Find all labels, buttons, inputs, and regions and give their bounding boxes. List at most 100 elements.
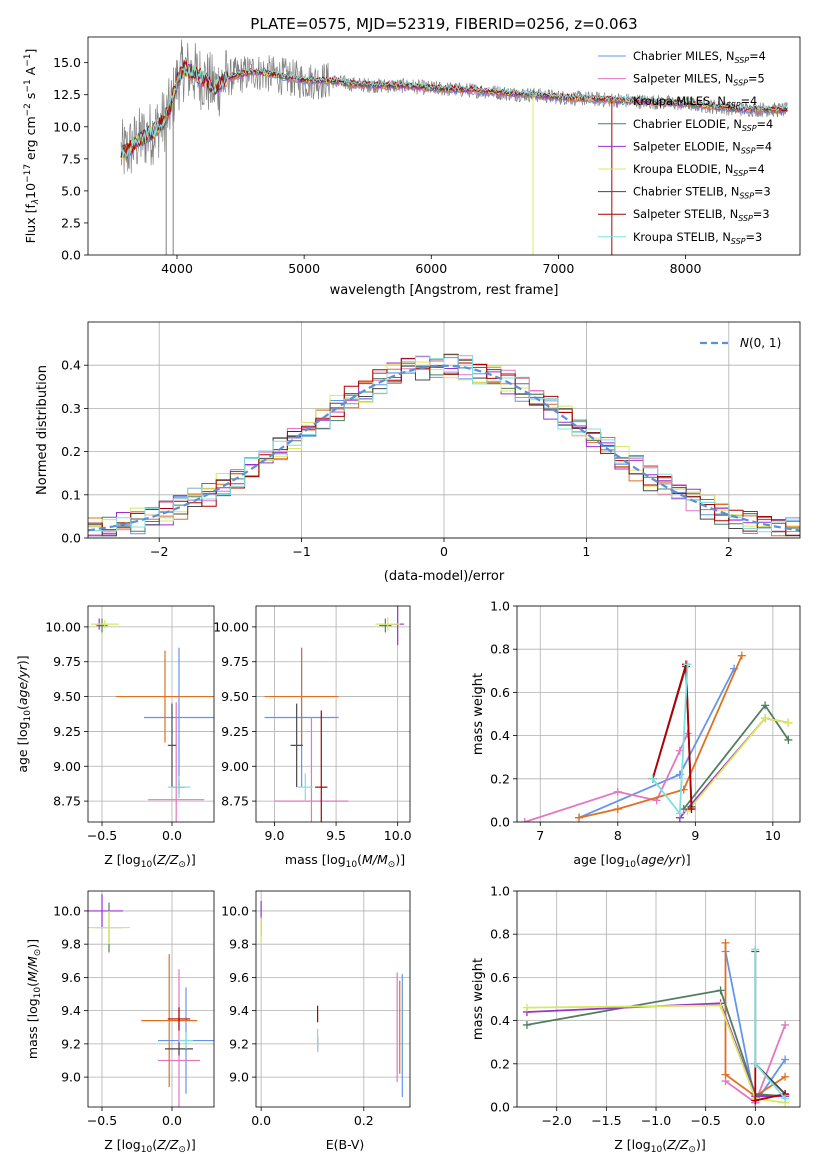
legend-entry-salpeter-miles: Salpeter MILES, NSSP=5 xyxy=(633,73,765,88)
x-tick-label: 0.0 xyxy=(745,1113,765,1128)
y-tick-label: 0.6 xyxy=(490,685,510,700)
y-tick-label: 9.0 xyxy=(229,1070,249,1085)
weight-line-kroupa-miles xyxy=(724,942,786,1098)
weight-line-kroupa-elodie xyxy=(686,717,789,812)
x-tick-label: −2.0 xyxy=(542,1113,572,1128)
weight-point-kroupa-elodie xyxy=(522,1003,531,1012)
x-tick-label: −1.0 xyxy=(641,1113,671,1128)
x-tick-label: 5000 xyxy=(288,261,320,276)
weight_vs_Z-marks xyxy=(522,938,790,1107)
y-tick-label: 9.4 xyxy=(229,1003,249,1018)
weight-vs-z-x-axis-label: Z [log10(Z/Z⊙)] xyxy=(614,1137,705,1155)
weight-point-kroupa-stelib xyxy=(675,809,684,818)
mass-vs-ebv-x-axis-label: E(B-V) xyxy=(326,1137,365,1152)
weight_vs_age-marks xyxy=(520,651,793,822)
y-tick-label: 9.6 xyxy=(229,970,249,985)
x-tick-label: 4000 xyxy=(161,261,193,276)
y-tick-label: 1.0 xyxy=(490,884,510,899)
weight-point-kroupa-miles xyxy=(781,1072,790,1081)
weight_vs_age-axes xyxy=(517,605,800,823)
mass-vs-z-y-axis-label: mass [log10(M/M⊙)] xyxy=(25,939,43,1059)
y-tick-label: 9.0 xyxy=(61,1070,81,1085)
weight-point-salpeter-miles xyxy=(683,729,692,738)
spectrum-y-axis-label: Flux [fλ10−17 erg cm−2 s−1 A−1] xyxy=(23,49,41,244)
weight-line-chabrier-miles xyxy=(578,668,735,819)
weight-vs-z-y-axis-label: mass weight xyxy=(471,958,486,1040)
y-tick-label: 9.50 xyxy=(53,689,81,704)
y-tick-label: 0.0 xyxy=(490,815,510,830)
y-tick-label: 9.8 xyxy=(229,937,249,952)
y-tick-label: 0.0 xyxy=(61,531,81,546)
weight-line-salpeter-miles xyxy=(524,733,689,822)
age-vs-z-y-axis-label: age [log10(age/yr)] xyxy=(15,655,33,772)
age_vs_Z-marks xyxy=(90,618,214,822)
x-tick-label: 7 xyxy=(536,828,544,843)
weight-point-kroupa-stelib xyxy=(648,774,657,783)
model-spectrum-kroupa-stelib xyxy=(120,65,788,159)
weight-vs-age-y-axis-label: mass weight xyxy=(471,673,486,755)
age_vs_mass-axes xyxy=(256,606,410,822)
legend-entry-salpeter-stelib: Salpeter STELIB, NSSP=3 xyxy=(633,208,770,223)
weight-line-chabrier-stelib xyxy=(754,951,786,1095)
y-tick-label: 0.1 xyxy=(61,487,81,502)
mass-vs-z-x-axis-label: Z [log10(Z/Z⊙)] xyxy=(104,1137,195,1155)
weight_vs_Z-frame xyxy=(516,890,801,1108)
x-tick-label: 9.0 xyxy=(265,828,285,843)
y-tick-label: 0.0 xyxy=(490,1100,510,1115)
y-tick-label: 0.3 xyxy=(61,401,81,416)
x-tick-label: 0 xyxy=(440,544,448,559)
figure-title: PLATE=0575, MJD=52319, FIBERID=0256, z=0… xyxy=(250,15,637,33)
residuals-y-axis-label: Normed distribution xyxy=(35,365,50,495)
spectrum-marks xyxy=(120,39,788,255)
x-tick-label: −0.5 xyxy=(690,1113,720,1128)
weight-line-kroupa-elodie xyxy=(526,1004,786,1104)
age_vs_Z-frame xyxy=(87,605,215,823)
weight-line-kroupa-miles xyxy=(578,655,743,819)
y-tick-label: 9.2 xyxy=(61,1036,81,1051)
y-tick-label: 9.25 xyxy=(221,724,249,739)
x-tick-label: 1 xyxy=(582,544,590,559)
spectrum-axes xyxy=(120,39,788,255)
y-tick-label: 9.75 xyxy=(53,654,81,669)
age_vs_mass-frame xyxy=(255,605,411,823)
y-tick-label: 9.25 xyxy=(53,724,81,739)
age_vs_Z-axes xyxy=(88,606,214,822)
y-tick-label: 0.8 xyxy=(490,642,510,657)
y-tick-label: 8.75 xyxy=(221,794,249,809)
age-vs-z-x-axis-label: Z [log10(Z/Z⊙)] xyxy=(104,852,195,870)
weight-line-kroupa-stelib xyxy=(754,949,786,1099)
x-tick-label: 9.5 xyxy=(326,828,346,843)
weight_vs_age-frame xyxy=(516,605,801,823)
x-tick-label: 0.0 xyxy=(162,828,182,843)
mass_vs_EBV-axes xyxy=(256,891,410,1107)
weight-point-kroupa-elodie xyxy=(716,1001,725,1010)
weight-point-kroupa-elodie xyxy=(761,714,770,723)
y-tick-label: 9.4 xyxy=(61,1003,81,1018)
weight-point-kroupa-stelib xyxy=(751,945,760,954)
x-tick-label: 0.0 xyxy=(251,1113,271,1128)
weight-point-salpeter-stelib xyxy=(687,805,696,814)
y-tick-label: 9.2 xyxy=(229,1036,249,1051)
residuals-marks xyxy=(88,353,800,537)
x-tick-label: 10.0 xyxy=(384,828,412,843)
y-tick-label: 10.0 xyxy=(53,119,81,134)
legend-entry-chabrier-miles: Chabrier MILES, NSSP=4 xyxy=(633,50,766,65)
y-tick-label: 8.75 xyxy=(53,794,81,809)
y-tick-label: 0.2 xyxy=(490,1056,510,1071)
x-tick-label: −1.5 xyxy=(591,1113,621,1128)
x-tick-label: 8 xyxy=(614,828,622,843)
y-tick-label: 15.0 xyxy=(53,55,81,70)
y-tick-label: 9.00 xyxy=(221,759,249,774)
x-tick-label: −0.5 xyxy=(87,1113,117,1128)
x-tick-label: 8000 xyxy=(670,261,702,276)
weight-point-salpeter-miles xyxy=(613,787,622,796)
weight-point-kroupa-stelib xyxy=(781,1094,790,1103)
x-tick-label: 9 xyxy=(691,828,699,843)
y-tick-label: 9.8 xyxy=(61,937,81,952)
x-tick-label: 2 xyxy=(725,544,733,559)
y-tick-label: 0.4 xyxy=(61,358,81,373)
legend-entry-normal: N(0, 1) xyxy=(740,336,781,350)
age-vs-mass-x-axis-label: mass [log10(M/M⊙)] xyxy=(285,852,405,870)
y-tick-label: 0.2 xyxy=(61,444,81,459)
